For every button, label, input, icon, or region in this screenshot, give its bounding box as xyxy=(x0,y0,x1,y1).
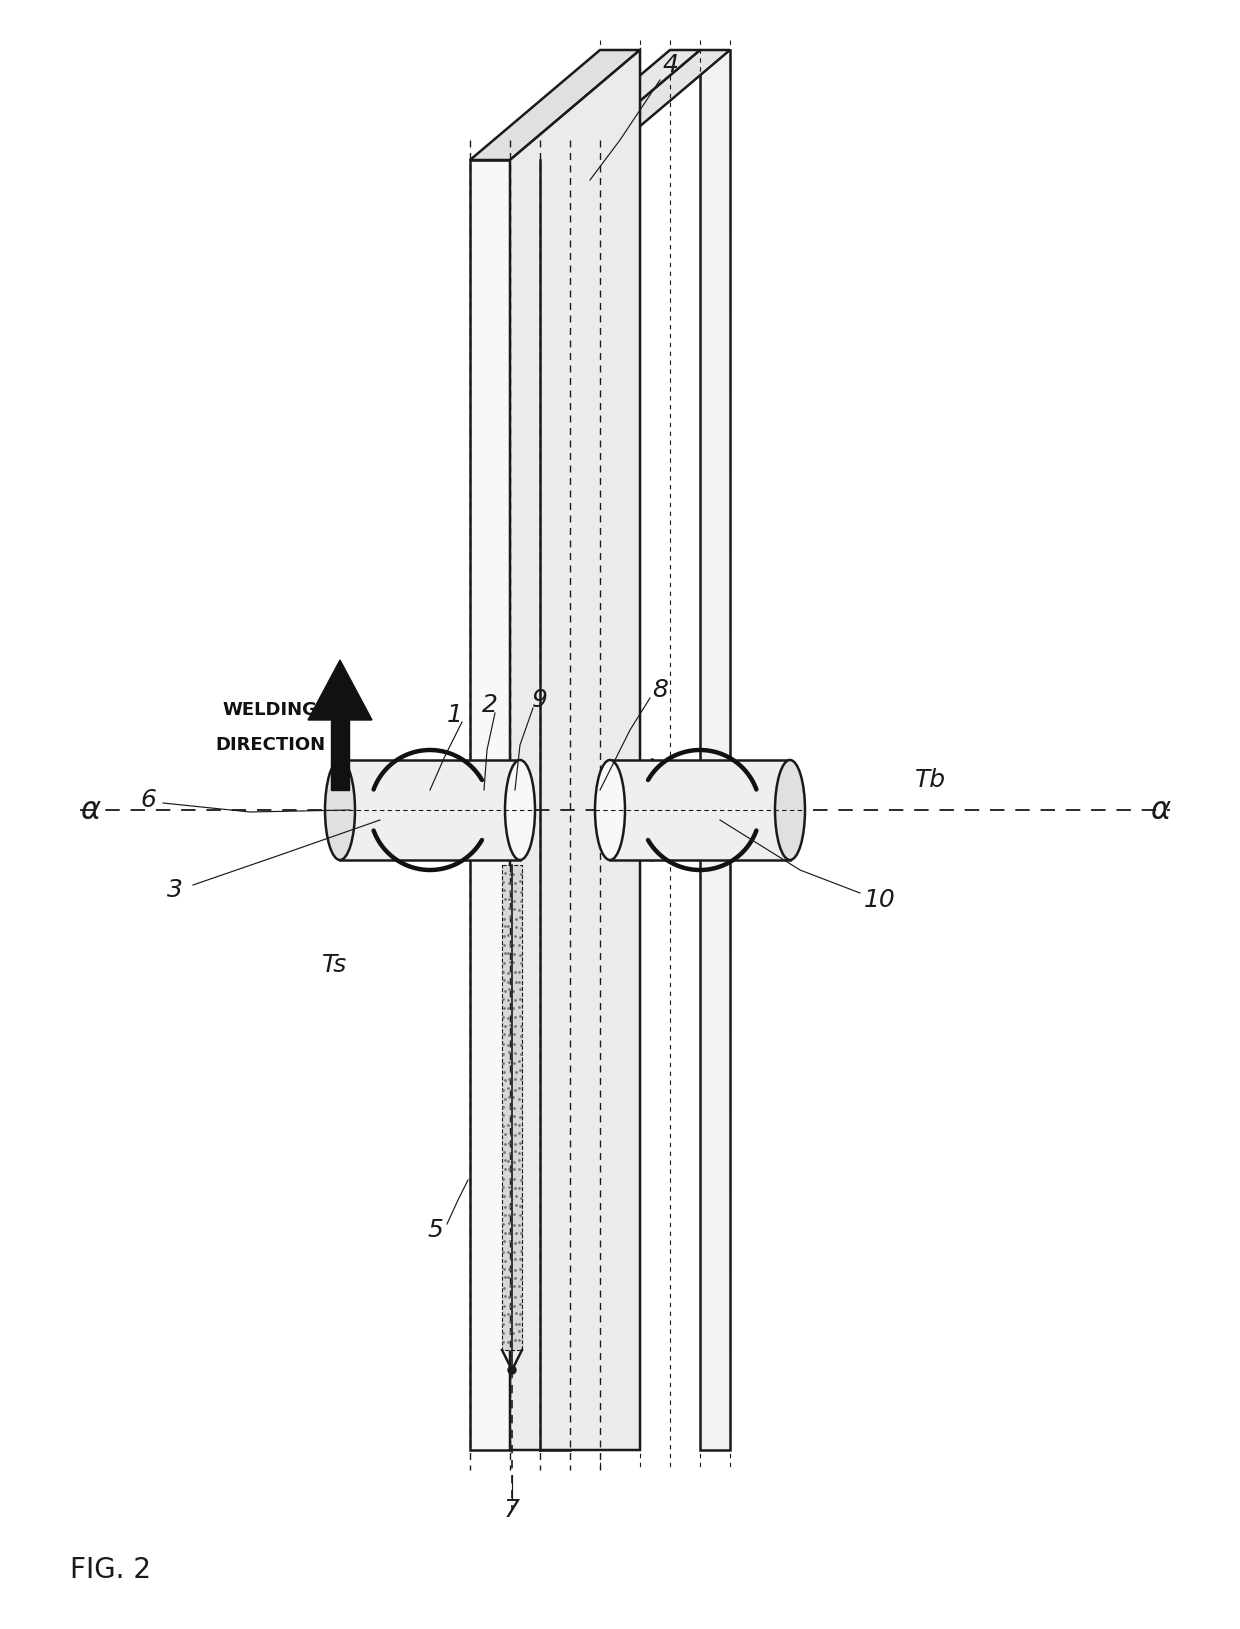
Polygon shape xyxy=(331,720,348,790)
Polygon shape xyxy=(308,660,372,720)
Polygon shape xyxy=(340,761,520,860)
Ellipse shape xyxy=(325,761,355,860)
Text: 1: 1 xyxy=(448,704,463,727)
Text: α: α xyxy=(1149,795,1171,824)
Text: 9: 9 xyxy=(532,687,548,712)
Text: 6: 6 xyxy=(140,788,156,811)
Text: α: α xyxy=(79,795,100,824)
Ellipse shape xyxy=(505,761,534,860)
Ellipse shape xyxy=(595,761,625,860)
Text: DIRECTION: DIRECTION xyxy=(215,736,325,754)
Ellipse shape xyxy=(775,761,805,860)
Text: Ts: Ts xyxy=(322,953,347,977)
Text: 7: 7 xyxy=(505,1499,520,1521)
Text: 3: 3 xyxy=(167,878,184,902)
Text: 8: 8 xyxy=(652,678,668,702)
Text: 2: 2 xyxy=(482,692,498,717)
Text: 4: 4 xyxy=(662,54,678,77)
Circle shape xyxy=(508,1367,516,1373)
Polygon shape xyxy=(510,50,640,1450)
Polygon shape xyxy=(539,50,701,160)
Polygon shape xyxy=(610,761,790,860)
Polygon shape xyxy=(502,865,522,1350)
Polygon shape xyxy=(570,50,730,160)
Text: 5: 5 xyxy=(427,1218,443,1241)
Polygon shape xyxy=(539,160,570,1450)
Text: 10: 10 xyxy=(864,888,895,912)
Polygon shape xyxy=(470,160,510,1450)
Polygon shape xyxy=(701,50,730,1450)
Text: FIG. 2: FIG. 2 xyxy=(69,1556,151,1583)
Polygon shape xyxy=(470,50,640,160)
Text: WELDING: WELDING xyxy=(222,700,317,718)
Text: Tb: Tb xyxy=(914,767,946,792)
